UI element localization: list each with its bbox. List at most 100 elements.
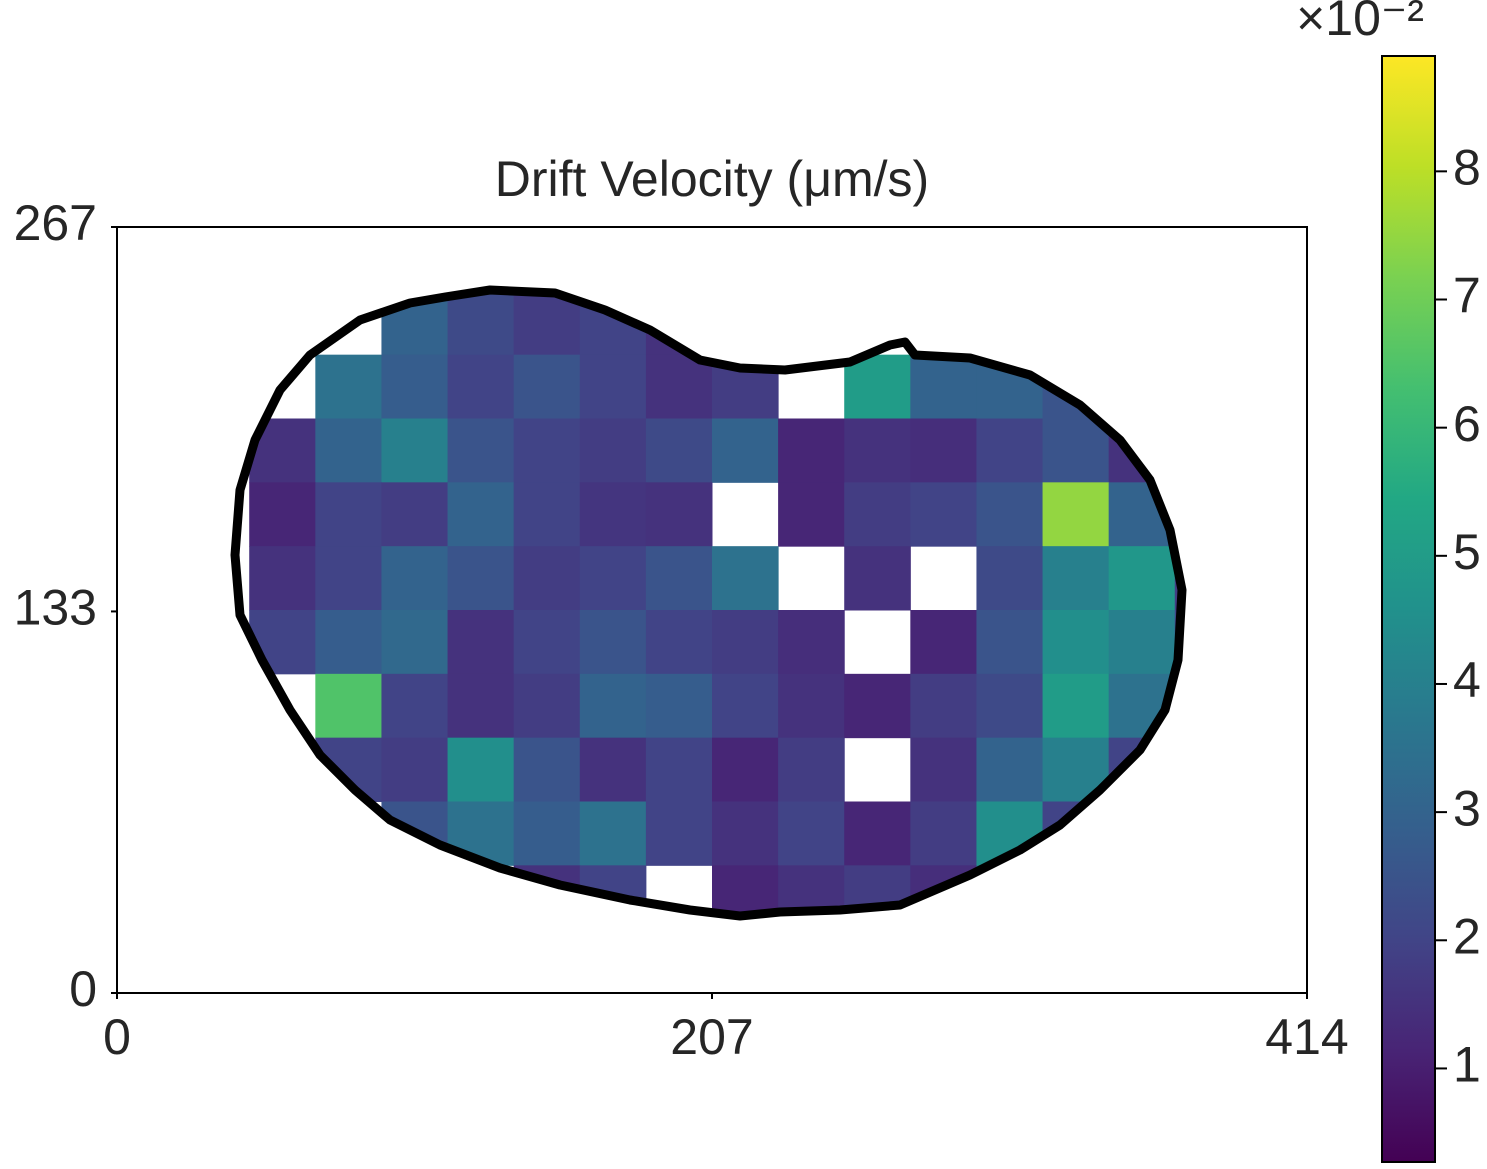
heat-cell xyxy=(513,673,581,739)
heat-cell xyxy=(645,482,713,547)
heat-cell xyxy=(910,673,977,739)
heat-cell xyxy=(381,546,449,611)
heat-cell xyxy=(447,546,515,611)
y-tick-label: 133 xyxy=(14,580,97,636)
heat-cell xyxy=(381,354,449,419)
heat-cell xyxy=(1042,482,1110,547)
heat-cell xyxy=(447,418,515,483)
heat-cell xyxy=(778,673,845,739)
x-tick-label: 207 xyxy=(670,1009,753,1065)
heat-cell xyxy=(712,673,779,739)
heat-cell xyxy=(645,546,713,611)
heat-cell xyxy=(579,801,647,866)
heat-cell xyxy=(712,737,779,802)
heat-cell xyxy=(712,546,779,611)
heat-cell xyxy=(315,737,382,802)
heat-cell xyxy=(579,737,647,802)
heat-cell xyxy=(315,673,382,739)
heat-cell xyxy=(513,482,581,547)
heat-cell xyxy=(447,673,515,739)
heat-cell xyxy=(645,673,713,739)
colorbar-offset: ×10⁻² xyxy=(1296,0,1424,46)
heat-cell xyxy=(910,354,977,419)
heat-cell xyxy=(844,801,911,866)
heat-cell xyxy=(315,354,382,419)
heat-cell xyxy=(1042,610,1110,675)
heat-cell xyxy=(249,610,316,675)
heat-cell xyxy=(1042,546,1110,611)
heat-cell xyxy=(976,610,1044,675)
x-tick-label: 414 xyxy=(1265,1009,1348,1065)
heat-cell xyxy=(513,546,581,611)
heatmap-cells xyxy=(249,290,1182,916)
heat-cell xyxy=(778,801,845,866)
heat-cell xyxy=(579,482,647,547)
heat-cell xyxy=(315,610,382,675)
heat-cell xyxy=(645,737,713,802)
colorbar-tick-label: 2 xyxy=(1453,908,1481,964)
heat-cell xyxy=(381,482,449,547)
heat-cell xyxy=(1174,673,1182,739)
heat-cell xyxy=(712,801,779,866)
heat-cell xyxy=(1108,610,1176,675)
heat-cell xyxy=(910,801,977,866)
heat-cell xyxy=(778,865,845,916)
heat-cell xyxy=(910,418,977,483)
heat-cell xyxy=(513,737,581,802)
colorbar-tick-label: 3 xyxy=(1453,780,1481,836)
y-tick-label: 267 xyxy=(14,195,97,251)
heat-cell xyxy=(712,418,779,483)
heat-cell xyxy=(315,418,382,483)
chart-title: Drift Velocity (μm/s) xyxy=(495,151,929,207)
colorbar-tick-label: 5 xyxy=(1453,524,1481,580)
heat-cell xyxy=(579,673,647,739)
heat-cell xyxy=(844,354,911,419)
heat-cell xyxy=(778,610,845,675)
colorbar xyxy=(1381,55,1436,1163)
heat-cell xyxy=(579,546,647,611)
colorbar-tick-label: 4 xyxy=(1453,652,1481,708)
heat-cell xyxy=(579,354,647,419)
heat-cell xyxy=(447,290,515,356)
heat-cell xyxy=(513,801,581,866)
heat-cell xyxy=(579,418,647,483)
heat-cell xyxy=(447,354,515,419)
heat-cell xyxy=(844,418,911,483)
heat-cell xyxy=(381,418,449,483)
heat-cell xyxy=(1042,865,1110,916)
heat-cell xyxy=(1042,673,1110,739)
heat-cell xyxy=(249,482,316,547)
heat-cell xyxy=(976,865,1044,916)
heat-cell xyxy=(1108,546,1176,611)
heat-cell xyxy=(381,610,449,675)
heat-cell xyxy=(447,737,515,802)
heat-cell xyxy=(976,482,1044,547)
heat-cell xyxy=(1042,418,1110,483)
heat-cell xyxy=(712,610,779,675)
heat-cell xyxy=(976,546,1044,611)
heat-cell xyxy=(844,546,911,611)
heat-cell xyxy=(910,737,977,802)
colorbar-tick-label: 1 xyxy=(1453,1037,1481,1093)
heat-cell xyxy=(645,610,713,675)
heat-cell xyxy=(976,737,1044,802)
heat-cell xyxy=(910,482,977,547)
heat-cell xyxy=(844,673,911,739)
heat-cell xyxy=(645,354,713,419)
cell-outline xyxy=(230,285,1187,921)
heat-cell xyxy=(976,673,1044,739)
heat-cell xyxy=(447,610,515,675)
heat-cell xyxy=(976,418,1044,483)
heat-cell xyxy=(315,546,382,611)
colorbar-tick-label: 7 xyxy=(1453,268,1481,324)
heat-cell xyxy=(778,482,845,547)
heat-cell xyxy=(447,482,515,547)
colorbar-tick-label: 6 xyxy=(1453,396,1481,452)
heat-cell xyxy=(778,737,845,802)
heat-cell xyxy=(645,418,713,483)
colorbar-tick-label: 8 xyxy=(1453,140,1481,196)
heat-cell xyxy=(712,865,779,916)
heat-cell xyxy=(381,737,449,802)
